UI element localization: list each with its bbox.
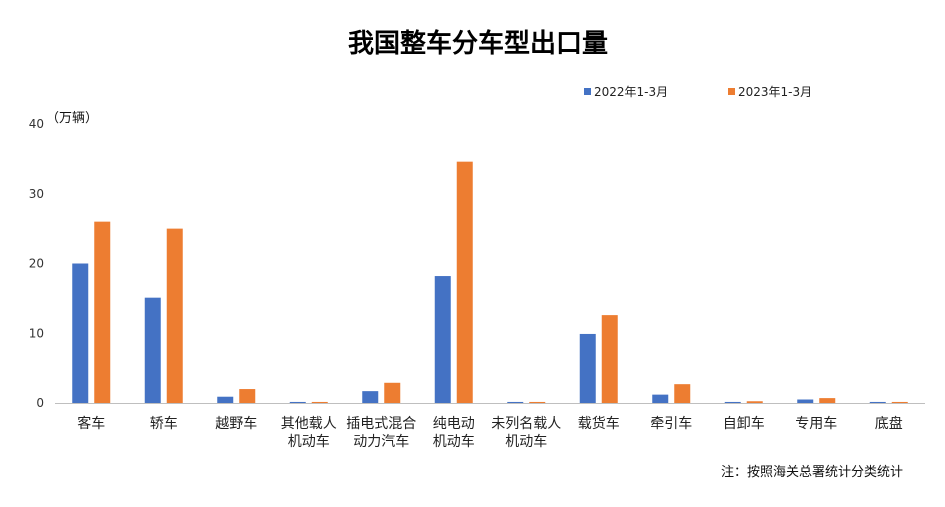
bar-series-2 — [819, 398, 836, 403]
x-category-label: 自卸车 — [723, 415, 765, 432]
bar-series-2 — [94, 221, 111, 403]
legend-swatch — [584, 88, 591, 95]
x-category-label: 未列名载人 — [491, 416, 561, 432]
legend-label: 2022年1-3月 — [594, 85, 668, 99]
bar-series-1 — [72, 263, 89, 403]
bar-series-1 — [507, 401, 524, 403]
bar-series-1 — [869, 401, 886, 403]
source-note: 注：按照海关总署统计分类统计 — [721, 465, 903, 480]
bar-series-2 — [311, 401, 328, 403]
bar-series-2 — [384, 382, 401, 403]
bar-series-1 — [579, 333, 596, 403]
legend: 2022年1-3月 2023年1-3月 — [584, 85, 812, 99]
x-category-label: 机动车 — [288, 433, 330, 450]
y-tick-label: 0 — [36, 396, 44, 410]
bar-series-2 — [746, 401, 763, 403]
y-tick-label: 40 — [29, 117, 44, 131]
bar-series-1 — [144, 297, 161, 403]
x-category-label: 纯电动 — [433, 416, 475, 432]
bar-series-1 — [797, 399, 814, 403]
x-category-label: 客车 — [77, 415, 105, 432]
y-tick-label: 10 — [29, 326, 44, 340]
bar-series-2 — [529, 401, 546, 403]
bar-series-2 — [601, 315, 618, 403]
bar-series-2 — [891, 401, 908, 403]
x-category-label: 机动车 — [433, 433, 475, 450]
bar-series-1 — [362, 391, 379, 403]
x-category-label: 载货车 — [578, 415, 620, 432]
x-category-label: 专用车 — [795, 415, 837, 432]
y-axis-unit-label: （万辆） — [46, 111, 98, 126]
x-category-label: 底盘 — [875, 415, 903, 432]
bar-series-1 — [289, 401, 306, 403]
x-axis-labels: 客车 轿车 越野车 其他载人机动车插电式混合动力汽车纯电动机动车未列名载人机动车载货车… — [77, 415, 903, 450]
bar-series-1 — [217, 396, 234, 403]
x-category-label: 其他载人 — [281, 416, 337, 432]
x-category-label: 轿车 — [150, 415, 178, 432]
chart-title: 我国整车分车型出口量 — [348, 28, 608, 59]
bar-series-2 — [674, 384, 691, 403]
bar-series-1 — [724, 401, 741, 403]
x-category-label: 牵引车 — [650, 415, 692, 432]
x-category-label: 越野车 — [215, 415, 257, 432]
x-category-label: 机动车 — [505, 433, 547, 450]
legend-swatch — [728, 88, 735, 95]
bar-series-1 — [652, 394, 669, 403]
bar-series-2 — [239, 389, 256, 403]
legend-label: 2023年1-3月 — [738, 85, 812, 99]
bars — [72, 161, 908, 403]
bar-series-2 — [456, 161, 473, 403]
x-category-label: 插电式混合 — [346, 416, 416, 432]
y-tick-label: 30 — [29, 187, 44, 201]
y-axis: 0 10 20 30 40 — [29, 117, 44, 410]
y-tick-label: 20 — [29, 257, 44, 271]
bar-series-1 — [434, 276, 451, 403]
x-category-label: 动力汽车 — [353, 433, 409, 450]
bar-series-2 — [166, 228, 183, 403]
